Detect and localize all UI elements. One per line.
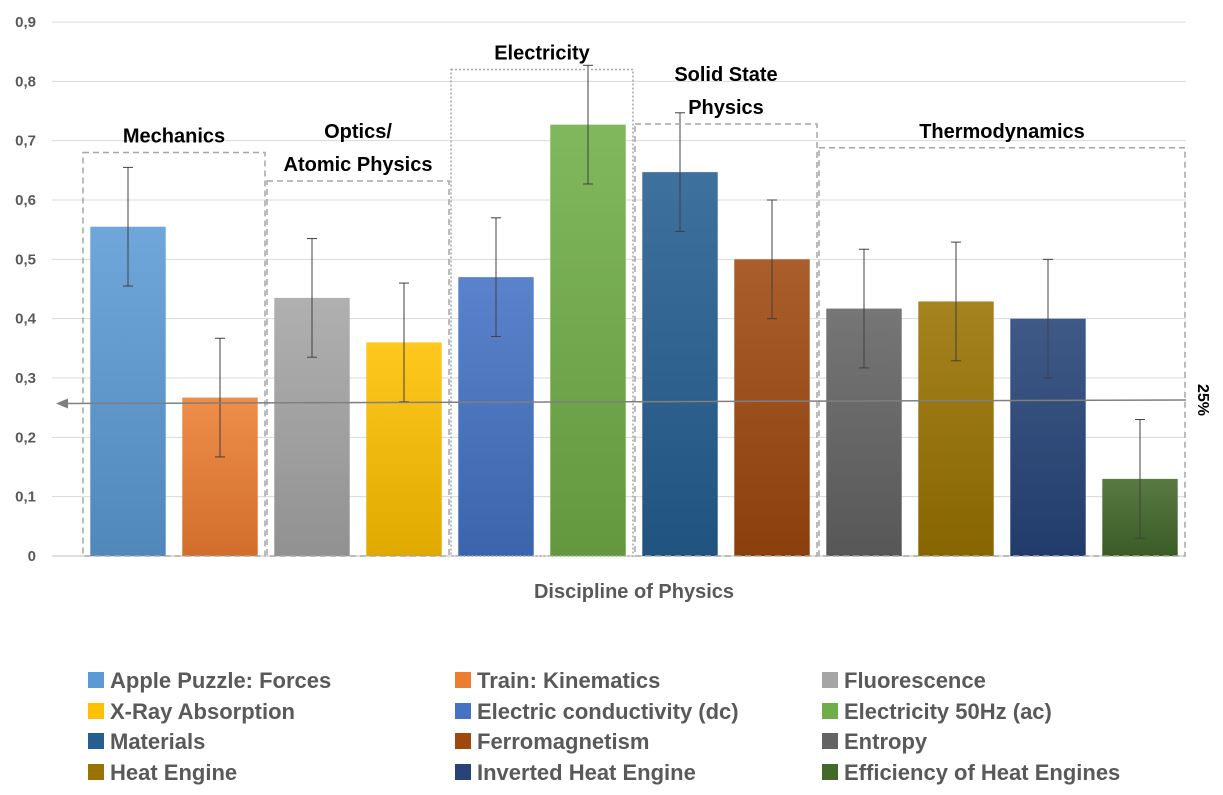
discipline-groups: Mechanics Optics/Atomic Physics Electricit… xyxy=(82,42,1186,557)
group-label: Atomic Physics xyxy=(284,154,433,176)
legend-swatch xyxy=(455,672,471,688)
legend-label: Train: Kinematics xyxy=(477,668,660,693)
y-tick-label: 0,9 xyxy=(15,14,36,31)
bar xyxy=(550,124,626,556)
y-tick-label: 0,4 xyxy=(15,311,37,328)
legend-swatch xyxy=(88,733,104,749)
legend-label: Efficiency of Heat Engines xyxy=(844,760,1120,785)
legend-swatch xyxy=(455,703,471,719)
legend-swatch xyxy=(455,733,471,749)
error-bars xyxy=(123,64,1145,539)
legend-swatch xyxy=(822,764,838,780)
legend-swatch xyxy=(822,733,838,749)
y-tick-label: 0,6 xyxy=(15,192,36,209)
y-tick-label: 0,3 xyxy=(15,370,36,387)
y-tick-label: 0,7 xyxy=(15,133,36,150)
reference-line xyxy=(63,399,1187,405)
y-tick-label: 0,2 xyxy=(15,429,36,446)
legend-label: Electric conductivity (dc) xyxy=(477,699,739,724)
group-label: Electricity xyxy=(494,42,590,64)
group-label: Solid State xyxy=(674,64,777,86)
legend-swatch xyxy=(455,764,471,780)
group-box xyxy=(450,68,634,557)
legend-label: Apple Puzzle: Forces xyxy=(110,668,331,693)
legend-swatch xyxy=(88,703,104,719)
legend-label: Ferromagnetism xyxy=(477,729,649,754)
group-label: Mechanics xyxy=(123,126,225,148)
y-tick-label: 0 xyxy=(28,548,36,565)
legend-label: Inverted Heat Engine xyxy=(477,760,696,785)
legend-swatch xyxy=(88,764,104,780)
legend-swatch xyxy=(88,672,104,688)
y-tick-label: 0,5 xyxy=(15,251,36,268)
legend-label: Fluorescence xyxy=(844,668,986,693)
group-box xyxy=(266,180,450,557)
legend-swatch xyxy=(822,672,838,688)
legend-label: Materials xyxy=(110,729,205,754)
reference-line-label: 25% xyxy=(1194,384,1211,416)
y-tick-label: 0,8 xyxy=(15,73,36,90)
reference-line-group: 25% xyxy=(56,384,1211,416)
legend-label: Electricity 50Hz (ac) xyxy=(844,699,1052,724)
group-box xyxy=(82,151,266,557)
legend-label: Heat Engine xyxy=(110,760,237,785)
y-tick-label: 0,1 xyxy=(15,489,36,506)
bar xyxy=(642,172,718,556)
legend-label: Entropy xyxy=(844,729,928,754)
group-label: Optics/ xyxy=(324,121,392,143)
bars xyxy=(90,124,1178,556)
legend-swatch xyxy=(822,703,838,719)
y-axis-ticks: 0 0,1 0,2 0,3 0,4 0,5 0,6 0,7 0,8 0,9 xyxy=(15,14,37,565)
group-box xyxy=(818,147,1186,557)
arrow-left-icon xyxy=(56,398,68,409)
legend-label: X-Ray Absorption xyxy=(110,699,295,724)
group-label: Thermodynamics xyxy=(919,121,1085,143)
x-axis-title: Discipline of Physics xyxy=(534,581,734,603)
legend: Apple Puzzle: Forces Train: Kinematics Flu… xyxy=(88,668,1120,785)
group-label: Physics xyxy=(688,97,764,119)
group-box xyxy=(634,123,818,557)
